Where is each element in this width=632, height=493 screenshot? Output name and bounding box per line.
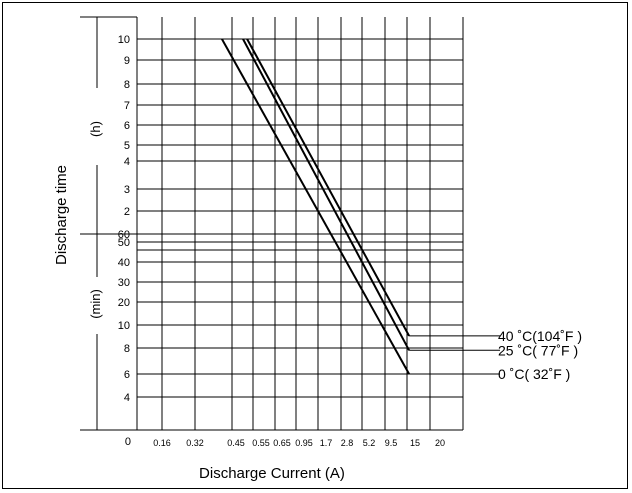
y-tick-label-minutes: 30 [118, 277, 130, 289]
x-tick-label: 0.45 [227, 438, 245, 448]
grid-lines [80, 16, 464, 431]
series-leaders: 40 ˚C(104˚F )25 ˚C( 77˚F ) 0 ˚C( 32˚F ) [409, 328, 582, 382]
x-tick-label: 0.32 [186, 438, 204, 448]
y-tick-label-minutes: 50 [118, 237, 130, 249]
chart-frame [2, 2, 628, 489]
y-tick-label-minutes: 10 [118, 320, 130, 332]
x-tick-label: 15 [410, 438, 420, 448]
x-tick-label: 20 [435, 438, 445, 448]
x-tick-label: 0.55 [252, 438, 270, 448]
y-unit-minutes: (min) [88, 289, 103, 319]
x-tick-label: 1.7 [320, 438, 333, 448]
y-tick-label-hours: 10 [118, 34, 130, 46]
y-tick-label-hours: 7 [124, 100, 130, 112]
y-tick-label-hours: 8 [124, 79, 130, 91]
y-axis-title: Discharge time [53, 165, 70, 265]
y-tick-label-minutes: 4 [124, 392, 130, 404]
series-label: 0 ˚C( 32˚F ) [498, 366, 570, 382]
y-tick-label-minutes: 8 [124, 343, 130, 355]
y-tick-label-hours: 6 [124, 120, 130, 132]
x-tick-label: 2.8 [341, 438, 354, 448]
y-tick-label-hours: 3 [124, 184, 130, 196]
x-tick-label: 0.95 [295, 438, 313, 448]
series-line [242, 38, 410, 351]
series-line [221, 38, 410, 375]
y-tick-label-minutes: 6 [124, 369, 130, 381]
series-label: 40 ˚C(104˚F ) [498, 328, 582, 344]
x-tick-label: 0.65 [273, 438, 291, 448]
y-tick-label-hours: 4 [124, 156, 130, 168]
y-tick-label-hours: 9 [124, 55, 130, 67]
x-tick-label: 9.5 [385, 438, 398, 448]
x-tick-labels: 0.16 0.32 0.45 0.55 0.65 0.95 1.7 2.8 5.2 9.5 15 20 [153, 438, 445, 448]
y-tick-label-hours: 2 [124, 206, 130, 218]
series-label: 25 ˚C( 77˚F ) [498, 342, 578, 358]
y-tick-label-minutes: 40 [118, 257, 130, 269]
y-tick-label-zero: 0 [125, 436, 131, 448]
y-unit-hours: (h) [88, 121, 103, 137]
series-lines [221, 38, 410, 375]
y-tick-label-minutes: 60 [118, 229, 130, 241]
x-axis-title: Discharge Current (A) [199, 465, 345, 482]
y-tick-label-minutes: 20 [118, 297, 130, 309]
x-tick-label: 5.2 [363, 438, 376, 448]
x-tick-label: 0.16 [153, 438, 171, 448]
y-tick-label-hours: 5 [124, 140, 130, 152]
series-line [246, 38, 410, 337]
